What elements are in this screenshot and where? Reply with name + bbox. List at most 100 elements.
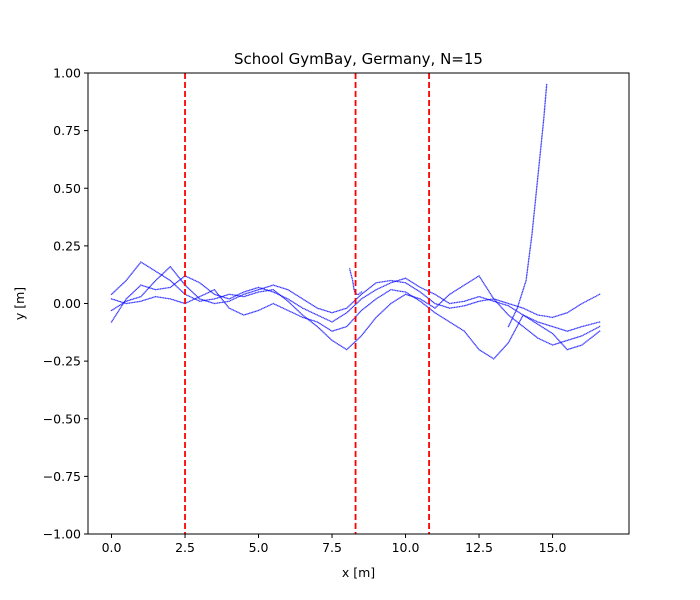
trajectory-point [459, 286, 462, 289]
trajectory-point [241, 313, 244, 316]
trajectory-point [458, 327, 460, 329]
trajectory-point [468, 299, 470, 301]
trajectory-point [241, 294, 244, 296]
trajectory-point [164, 297, 167, 299]
trajectory-point [127, 302, 129, 304]
trajectory-point [448, 302, 451, 305]
trajectory-point [588, 331, 591, 333]
trajectory-point [319, 315, 322, 318]
trajectory-point [358, 295, 360, 298]
trajectory-point [211, 291, 213, 294]
trajectory-point [410, 285, 412, 287]
trajectory-point [500, 300, 502, 302]
trajectory-point [432, 311, 435, 313]
trajectory-point [314, 323, 316, 326]
trajectory-point [455, 325, 458, 327]
trajectory-point [174, 272, 176, 274]
trajectory-point [351, 278, 353, 280]
trajectory-point [540, 139, 543, 141]
trajectory-point [514, 311, 516, 314]
trajectory-point [518, 311, 520, 314]
trajectory-point [114, 290, 116, 292]
trajectory-point [244, 295, 247, 297]
trajectory-point [560, 341, 562, 344]
trajectory-point [526, 266, 529, 269]
trajectory-point [510, 303, 513, 306]
trajectory-point [313, 312, 316, 315]
trajectory-point [226, 300, 229, 303]
trajectory-point [422, 299, 424, 302]
trajectory-point [577, 305, 579, 307]
trajectory-point [544, 94, 547, 97]
trajectory-point [426, 302, 428, 304]
trajectory-point [260, 308, 263, 310]
trajectory-point [300, 297, 303, 299]
trajectory-point [110, 293, 113, 296]
trajectory-point [563, 312, 566, 315]
trajectory-point [565, 312, 567, 314]
trajectory-point [341, 314, 344, 316]
trajectory-point [363, 307, 365, 310]
trajectory-point [344, 326, 347, 328]
trajectory-point [515, 310, 517, 312]
trajectory-point [547, 324, 549, 326]
trajectory-point [458, 305, 461, 308]
trajectory-point [137, 296, 139, 299]
trajectory-point [538, 166, 540, 168]
trajectory-point [598, 321, 601, 323]
trajectory-point [197, 296, 200, 299]
trajectory-point [223, 301, 225, 303]
trajectory-point [468, 303, 470, 306]
trajectory-point [507, 302, 510, 305]
trajectory-point [268, 285, 270, 288]
trajectory-point [331, 311, 333, 314]
trajectory-point [119, 300, 122, 303]
trajectory-point [541, 137, 543, 140]
trajectory-point [530, 319, 532, 321]
trajectory-point [296, 308, 298, 311]
trajectory-point [582, 325, 585, 327]
trajectory-point [203, 285, 206, 288]
trajectory-point [243, 295, 245, 298]
trajectory-point [297, 295, 300, 298]
trajectory-point [445, 306, 448, 308]
trajectory-point [519, 319, 521, 322]
trajectory-point [352, 342, 355, 344]
trajectory-point [491, 298, 493, 300]
trajectory-point [561, 343, 563, 345]
trajectory-point [540, 142, 543, 144]
trajectory-point [539, 156, 541, 159]
trajectory-point [117, 305, 119, 307]
trajectory-point [594, 322, 596, 324]
trajectory-point [170, 267, 173, 269]
trajectory-point [303, 298, 305, 301]
trajectory-point [519, 323, 522, 326]
trajectory-point [444, 305, 446, 308]
trajectory-point [524, 281, 527, 283]
trajectory-point [384, 308, 386, 310]
trajectory-point [566, 339, 569, 342]
trajectory-point [248, 291, 251, 294]
trajectory-point [331, 330, 333, 332]
trajectory-point [377, 314, 380, 316]
trajectory-point [517, 302, 520, 305]
trajectory-point [531, 311, 533, 314]
trajectory-point [206, 292, 208, 294]
trajectory-point [529, 249, 531, 251]
trajectory-point [596, 332, 598, 334]
trajectory-point [584, 333, 586, 335]
trajectory-point [478, 348, 480, 351]
trajectory-point [526, 270, 529, 272]
trajectory-point [135, 301, 137, 303]
trajectory-point [571, 308, 574, 311]
trajectory-point [480, 279, 483, 281]
trajectory-point [271, 284, 273, 287]
trajectory-point [247, 294, 249, 296]
trajectory-point [219, 296, 222, 298]
trajectory-point [584, 341, 587, 343]
trajectory-point [543, 116, 545, 119]
trajectory-point [386, 280, 389, 282]
trajectory-point [562, 313, 564, 315]
trajectory-point [129, 299, 132, 301]
trajectory-point [191, 299, 194, 301]
